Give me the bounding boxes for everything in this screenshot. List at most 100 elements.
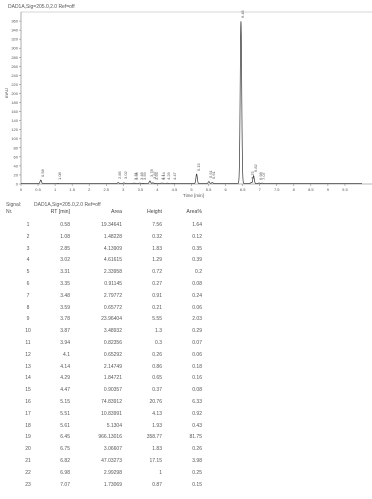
cell-nr: 13	[25, 363, 31, 370]
cell-rt: 4.1	[63, 351, 70, 358]
table-row: 22 6.98 2.99298 1 0.25	[0, 470, 372, 481]
cell-area-pct: 0.29	[192, 328, 202, 335]
cell-height: 0.32	[152, 233, 162, 240]
cell-rt: 6.45	[60, 434, 70, 441]
column-header-area: Area	[111, 209, 122, 215]
cell-rt: 5.15	[60, 399, 70, 405]
cell-height: 0.91	[152, 292, 162, 299]
cell-area-pct: 81.75	[189, 434, 202, 441]
table-row: 5 3.31 2.33958 0.72 0.2	[0, 269, 372, 280]
y-tick-label: 320	[11, 37, 18, 42]
table-row: 6 3.35 0.91145 0.27 0.08	[0, 281, 372, 292]
cell-height: 1.29	[152, 257, 162, 264]
cell-height: 0.87	[152, 481, 162, 488]
cell-nr: 10	[25, 328, 31, 335]
cell-rt: 6.82	[60, 458, 70, 464]
cell-area: 1.48228	[103, 233, 122, 240]
cell-area-pct: 0.26	[192, 446, 202, 453]
table-row: 11 3.94 0.82356 0.3 0.07	[0, 340, 372, 351]
cell-height: 7.56	[152, 222, 162, 228]
cell-height: 20.76	[149, 399, 162, 405]
signal-value: DAD1A,Sig=205.0,2.0 Ref=off	[34, 202, 101, 208]
x-tick-label: 1.5	[69, 187, 75, 192]
cell-rt: 5.61	[60, 422, 70, 429]
table-row: 9 3.78 23.96404 5.55 2.03	[0, 316, 372, 327]
y-tick-label: 340	[11, 28, 18, 33]
column-header-nr: Nr.	[6, 209, 13, 215]
cell-area-pct: 6.33	[192, 399, 202, 405]
cell-height: 1.83	[152, 245, 162, 252]
cell-nr: 11	[25, 340, 31, 346]
cell-height: 5.55	[152, 316, 162, 323]
cell-area: 2.79772	[103, 292, 122, 299]
cell-rt: 3.87	[60, 328, 70, 335]
cell-nr: 15	[25, 387, 31, 394]
x-tick-label: 1	[54, 187, 57, 192]
x-tick-label: 6	[224, 187, 227, 192]
cell-nr: 23	[25, 481, 31, 488]
cell-area-pct: 0.24	[192, 292, 202, 299]
cell-nr: 1	[26, 222, 30, 228]
cell-area-pct: 0.15	[192, 481, 202, 488]
cell-height: 1.93	[152, 422, 162, 429]
cell-area-pct: 0.43	[192, 422, 202, 429]
cell-area: 74.83912	[101, 399, 122, 405]
x-tick-label: 4.5	[172, 187, 178, 192]
cell-height: 358.77	[146, 434, 162, 441]
cell-area: 23.96404	[101, 316, 122, 323]
cell-height: 0.3	[155, 340, 162, 346]
cell-area: 966.13016	[98, 434, 122, 441]
x-axis-label: Time [min]	[183, 193, 204, 198]
y-tick-label: 20	[14, 172, 19, 177]
cell-area: 1.84721	[103, 375, 122, 382]
cell-area-pct: 0.35	[192, 245, 202, 252]
cell-height: 0.27	[152, 281, 162, 287]
table-row: 15 4.47 0.90357 0.37 0.08	[0, 387, 372, 398]
x-tick-label: 8	[293, 187, 296, 192]
x-tick-label: 7	[259, 187, 262, 192]
cell-area-pct: 0.2	[195, 269, 202, 276]
table-row: 12 4.1 0.65292 0.26 0.06	[0, 352, 372, 363]
cell-area: 3.06607	[103, 446, 122, 453]
table-row: 2 1.08 1.48228 0.32 0.12	[0, 234, 372, 245]
cell-area-pct: 0.18	[192, 363, 202, 370]
cell-nr: 5	[26, 269, 30, 276]
cell-area: 0.65772	[103, 304, 122, 311]
cell-rt: 3.48	[60, 292, 70, 299]
y-tick-label: 180	[11, 100, 18, 105]
chart-title: DAD1A,Sig=205.0,2.0 Ref=off	[8, 4, 75, 10]
cell-area: 1.73069	[103, 481, 122, 488]
cell-rt: 3.59	[60, 304, 70, 311]
y-tick-label: 240	[11, 73, 18, 78]
cell-height: 4.13	[152, 410, 162, 417]
x-tick-label: 6.5	[240, 187, 246, 192]
table-row: 23 7.07 1.73069 0.87 0.15	[0, 482, 372, 493]
peak-table: Signal: DAD1A,Sig=205.0,2.0 Ref=off Nr. …	[0, 201, 372, 499]
x-tick-label: 4	[156, 187, 159, 192]
table-row: 17 5.51 10.83991 4.13 0.92	[0, 411, 372, 422]
cell-area-pct: 0.06	[192, 304, 202, 311]
y-tick-label: 300	[11, 46, 18, 51]
x-tick-label: 5	[190, 187, 193, 192]
cell-area-pct: 1.64	[192, 222, 202, 228]
cell-rt: 3.78	[60, 316, 70, 323]
table-row: 3 2.85 4.13909 1.83 0.35	[0, 246, 372, 257]
cell-rt: 1.08	[60, 233, 70, 240]
cell-area-pct: 0.08	[192, 281, 202, 287]
table-row: 20 6.75 3.06607 1.83 0.26	[0, 446, 372, 457]
cell-height: 1.3	[155, 328, 162, 335]
y-tick-label: 260	[11, 64, 18, 69]
cell-area: 0.65292	[103, 351, 122, 358]
cell-nr: 17	[25, 410, 31, 417]
cell-rt: 4.47	[60, 387, 70, 394]
cell-area-pct: 0.07	[192, 340, 202, 346]
cell-nr: 20	[25, 446, 31, 453]
cell-area: 10.83991	[101, 410, 122, 417]
column-header-rt: RT [min]	[50, 209, 70, 215]
cell-height: 0.72	[152, 269, 162, 276]
cell-height: 1.83	[152, 446, 162, 453]
cell-area-pct: 0.16	[192, 375, 202, 382]
cell-nr: 2	[26, 233, 30, 240]
cell-rt: 4.29	[60, 375, 70, 382]
